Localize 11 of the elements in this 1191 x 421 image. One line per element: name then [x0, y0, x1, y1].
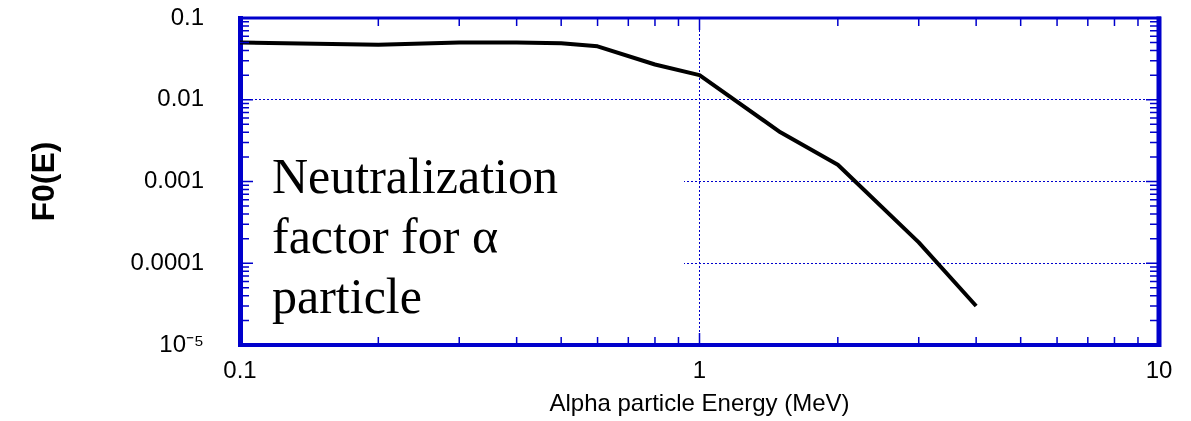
y-axis-title: F0(E)	[24, 141, 61, 222]
x-tick-label: 0.1	[223, 356, 257, 384]
y-tick-label: 0.1	[170, 2, 204, 30]
y-tick-label: 0.0001	[130, 247, 204, 275]
annotation: Neutralization factor for α particle	[272, 148, 558, 324]
y-tick-label: 0.001	[143, 166, 204, 194]
y-tick-label: 10⁻⁵	[159, 329, 204, 357]
x-axis-title: Alpha particle Energy (MeV)	[549, 389, 850, 417]
y-tick-label: 0.01	[157, 84, 204, 112]
x-tick-label: 10	[1145, 356, 1173, 384]
x-tick-label: 1	[692, 356, 707, 384]
